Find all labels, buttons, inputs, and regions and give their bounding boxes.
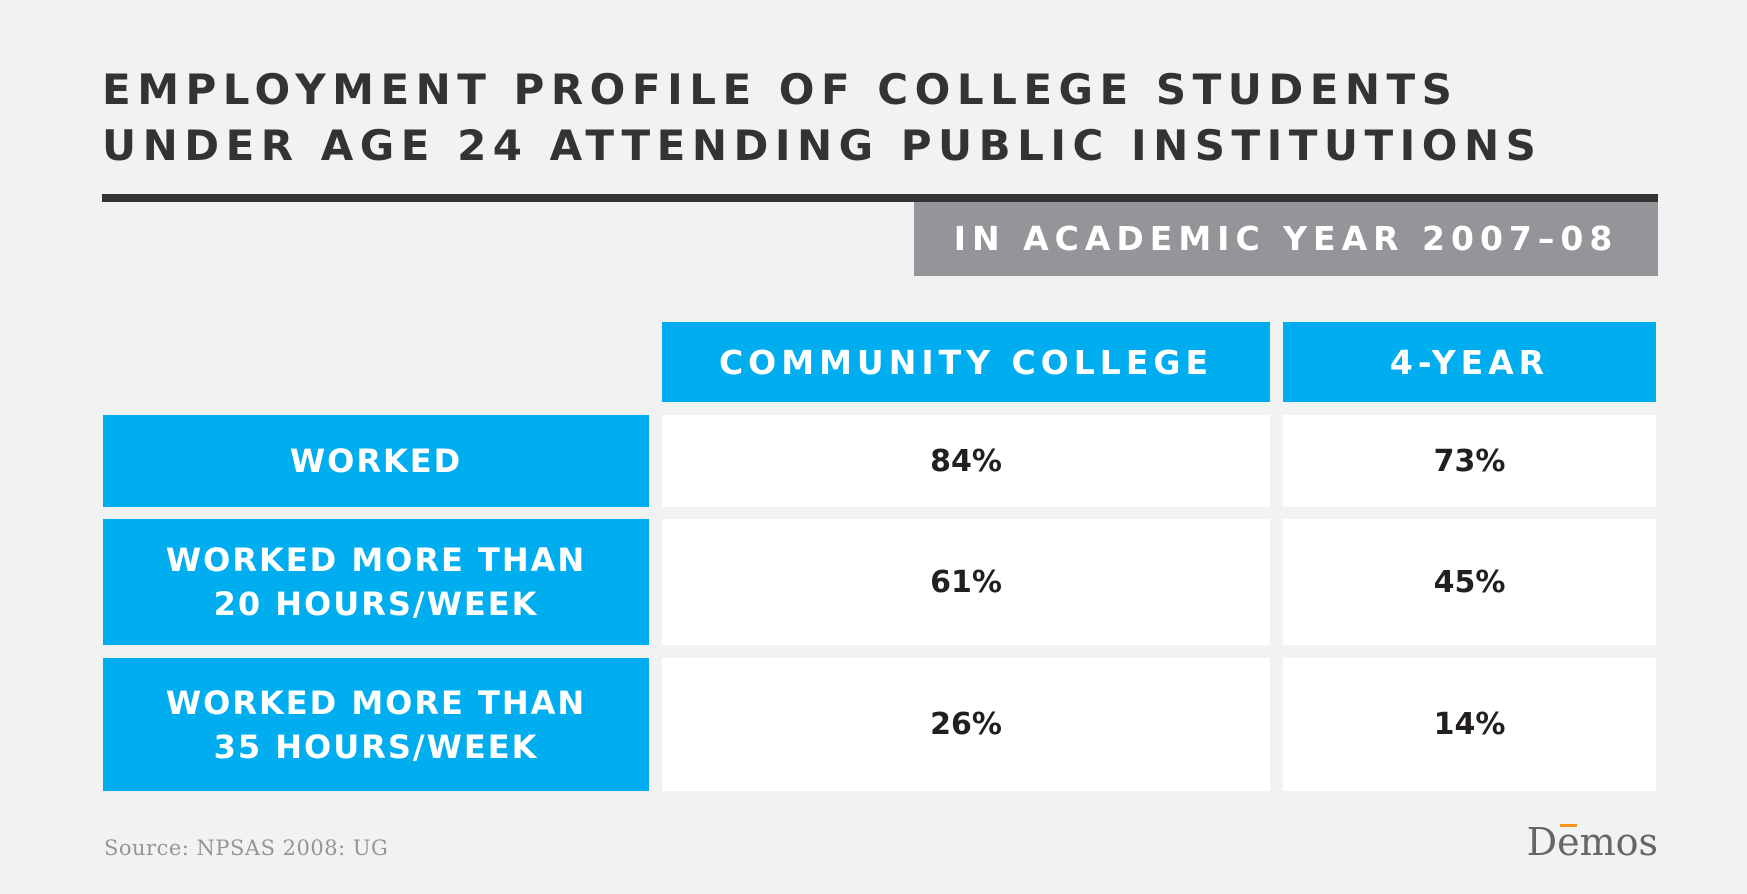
chart-subtitle: IN ACADEMIC YEAR 2007–08	[914, 202, 1658, 276]
logo-letters-mos: mos	[1579, 820, 1658, 864]
logo-letter-d: D	[1526, 820, 1558, 864]
row-header-3: WORKED MORE THAN 35 HOURS/WEEK	[103, 658, 649, 791]
row-header-label: WORKED	[290, 439, 462, 483]
value-cell: 84%	[662, 415, 1270, 507]
value-cell: 45%	[1283, 519, 1656, 645]
chart-title-line-2: UNDER AGE 24 ATTENDING PUBLIC INSTITUTIO…	[102, 121, 1543, 170]
row-header-label: WORKED MORE THAN 35 HOURS/WEEK	[166, 681, 586, 769]
row-header-1: WORKED	[103, 415, 649, 507]
logo-letter-e-accented: e	[1557, 820, 1580, 864]
column-header-1: COMMUNITY COLLEGE	[662, 322, 1270, 402]
demos-logo: Demos	[1527, 820, 1658, 864]
value-cell: 14%	[1283, 658, 1656, 791]
row-header-line: WORKED	[289, 442, 463, 480]
row-header-line: 35 HOURS/WEEK	[213, 727, 539, 766]
chart-title-line-1: EMPLOYMENT PROFILE OF COLLEGE STUDENTS	[102, 65, 1459, 114]
value-cell: 73%	[1283, 415, 1656, 507]
row-header-2: WORKED MORE THAN 20 HOURS/WEEK	[103, 519, 649, 645]
row-header-line: 20 HOURS/WEEK	[213, 585, 539, 623]
source-note: Source: NPSAS 2008: UG	[104, 836, 389, 860]
chart-title: EMPLOYMENT PROFILE OF COLLEGE STUDENTS U…	[102, 62, 1662, 174]
row-header-label: WORKED MORE THAN 20 HOURS/WEEK	[166, 538, 586, 626]
row-header-line: WORKED MORE THAN	[165, 541, 587, 579]
row-header-line: WORKED MORE THAN	[165, 683, 587, 722]
value-cell: 61%	[662, 519, 1270, 645]
title-divider	[102, 194, 1658, 202]
value-cell: 26%	[662, 658, 1270, 791]
column-header-2: 4-YEAR	[1283, 322, 1656, 402]
